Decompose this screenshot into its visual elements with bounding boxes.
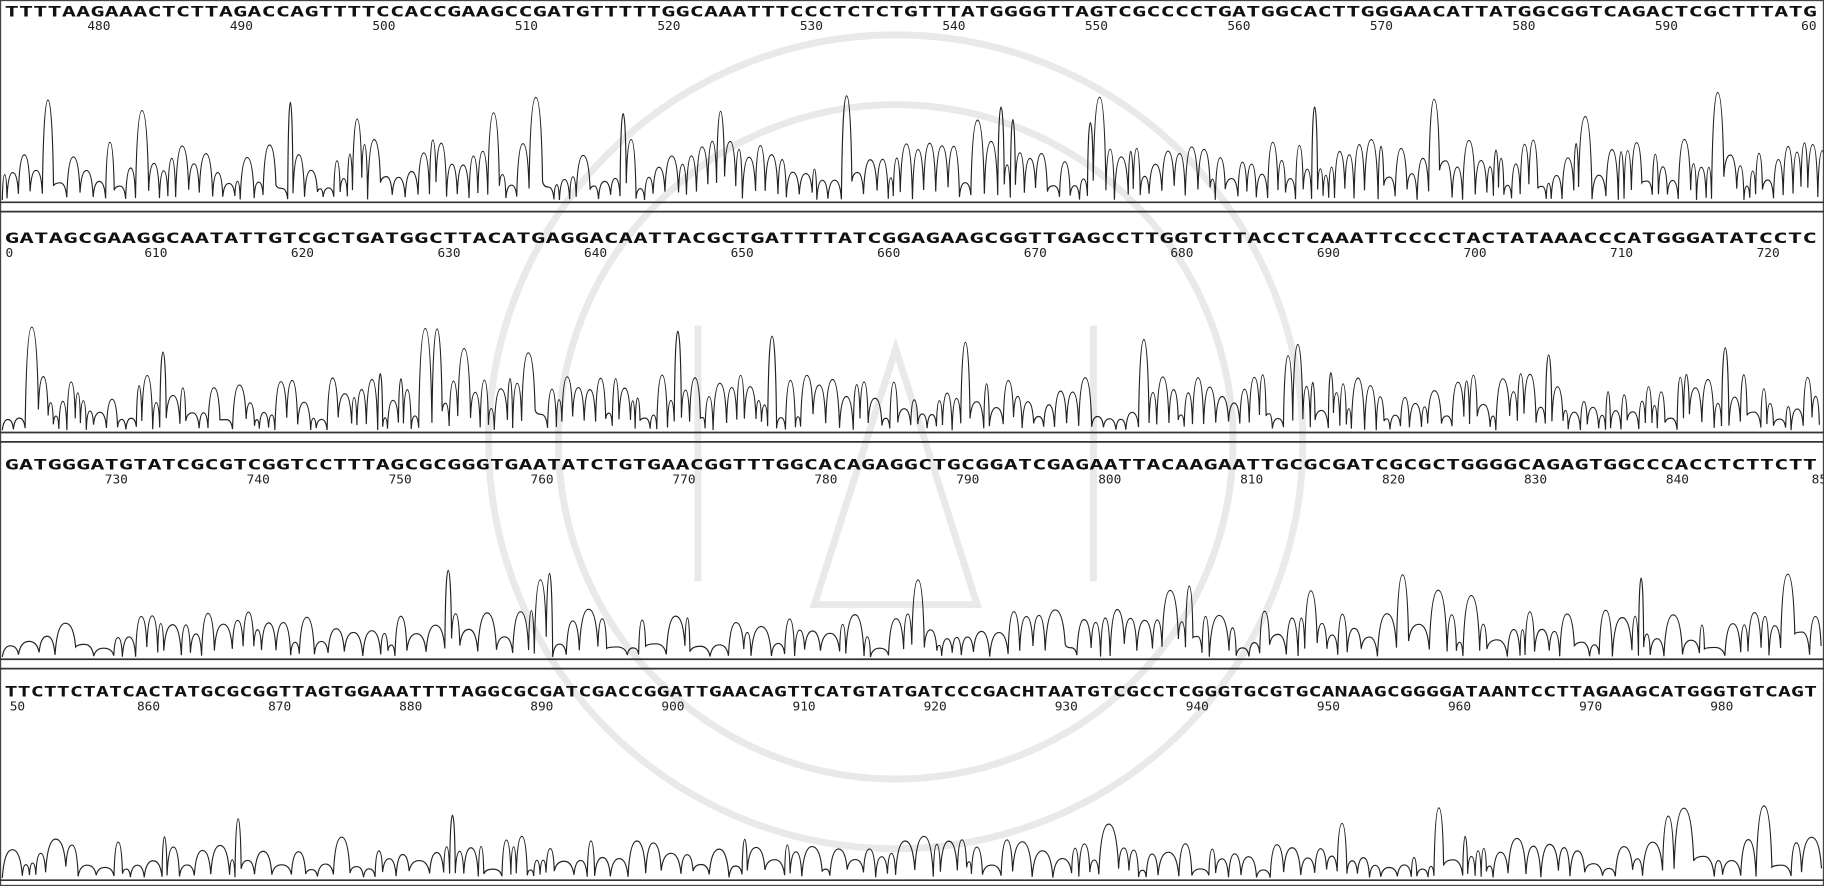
position-label: 50 [10,699,25,714]
position-label: 920 [924,699,947,714]
position-label: 770 [672,473,695,488]
position-label: 720 [1757,246,1780,261]
position-label: 900 [661,699,684,714]
position-label: 60 [1801,19,1816,34]
position-label: 810 [1240,473,1263,488]
base-sequence: GATAGCGAAGGCAATATTGTCGCTGATGGCTTACATGAGG… [5,231,1817,247]
position-label: 840 [1666,473,1689,488]
position-label: 570 [1370,19,1393,34]
position-label: 940 [1186,699,1209,714]
position-label: 540 [942,19,965,34]
position-label: 0 [5,246,13,261]
position-label: 560 [1227,19,1250,34]
position-label: 580 [1512,19,1535,34]
position-label: 700 [1463,246,1486,261]
frame [1,1,1824,886]
position-label: 670 [1024,246,1047,261]
position-label: 520 [657,19,680,34]
position-label: 930 [1055,699,1078,714]
position-label: 750 [389,473,412,488]
position-label: 960 [1448,699,1471,714]
position-label: 630 [437,246,460,261]
position-label: 800 [1098,473,1121,488]
position-label: 910 [792,699,815,714]
position-label: 550 [1085,19,1108,34]
position-label: 970 [1579,699,1602,714]
position-label: 870 [268,699,291,714]
position-label: 950 [1317,699,1340,714]
position-label: 790 [956,473,979,488]
position-label: 480 [87,19,110,34]
position-label: 640 [584,246,607,261]
position-label: 980 [1710,699,1733,714]
position-label: 890 [530,699,553,714]
position-label: 760 [531,473,554,488]
position-label: 780 [814,473,837,488]
position-label: 690 [1317,246,1340,261]
position-label: 590 [1655,19,1678,34]
position-label: 500 [372,19,395,34]
position-label: 730 [105,473,128,488]
base-sequence: TTTTAAGAAACTCTTAGACCAGTTTTCCACCGAAGCCGAT… [5,4,1817,20]
position-label: 710 [1610,246,1633,261]
position-label: 85 [1812,473,1824,488]
position-label: 490 [230,19,253,34]
position-label: 820 [1382,473,1405,488]
position-label: 830 [1524,473,1547,488]
position-label: 530 [800,19,823,34]
position-label: 880 [399,699,422,714]
position-label: 650 [731,246,754,261]
chromatogram: TTTTAAGAAACTCTTAGACCAGTTTTCCACCGAAGCCGAT… [0,0,1824,886]
page: {"rows": [ {"sequence": "TTTTAAGAAACTCTT… [0,0,1824,886]
position-label: 620 [291,246,314,261]
base-sequence: GATGGGATGTATCGCGTCGGTCCTTTAGCGCGGGTGAATA… [5,458,1817,474]
position-label: 860 [137,699,160,714]
base-sequence: TTCTTCTATCACTATGCGCGGTTAGTGGAAATTTTAGGCG… [5,684,1817,700]
position-label: 740 [247,473,270,488]
position-label: 610 [144,246,167,261]
position-label: 510 [515,19,538,34]
position-label: 660 [877,246,900,261]
position-label: 680 [1170,246,1193,261]
